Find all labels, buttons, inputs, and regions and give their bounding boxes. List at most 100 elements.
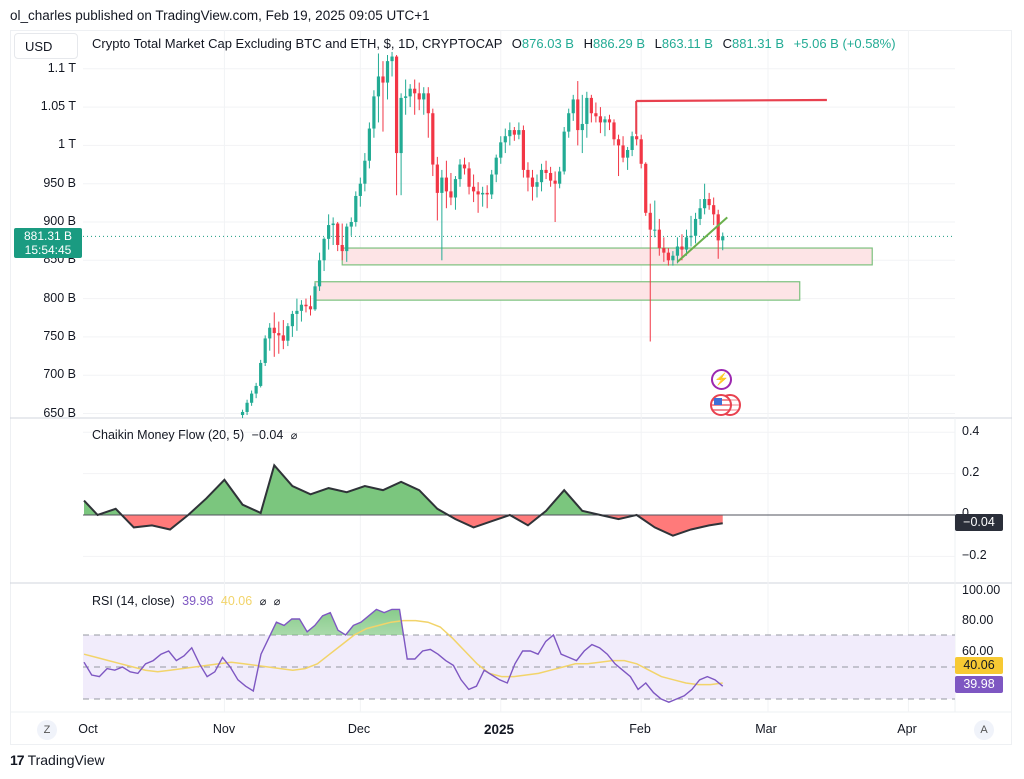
- currency-selector[interactable]: USD: [14, 33, 78, 59]
- time-label: Feb: [629, 722, 651, 736]
- candle-body: [381, 76, 385, 83]
- economic-event-us-flag-icon[interactable]: [710, 394, 732, 416]
- candle-body: [317, 260, 322, 287]
- candle-body: [653, 229, 657, 231]
- candle-body: [417, 93, 421, 100]
- candle-body: [376, 76, 381, 97]
- candle-body: [290, 313, 294, 327]
- cmf-axis-tick: 0.4: [962, 424, 980, 438]
- price-axis-tick: 650 B: [43, 405, 76, 420]
- open-value: 876.03 B: [521, 36, 574, 51]
- candle-body: [530, 177, 535, 187]
- candle-body: [576, 99, 580, 131]
- candle-body: [363, 160, 367, 184]
- candle-body: [517, 130, 521, 135]
- candle-body: [526, 169, 530, 178]
- candle-body: [245, 402, 249, 412]
- symbol-legend: Crypto Total Market Cap Excluding BTC an…: [92, 36, 896, 51]
- candle-body: [268, 327, 272, 339]
- candle-body: [512, 130, 516, 135]
- event-lightning-icon[interactable]: ⚡: [711, 369, 732, 390]
- price-axis-tick: 1.1 T: [47, 60, 76, 75]
- price-axis-tick: 800 B: [43, 290, 76, 305]
- candle-body: [580, 123, 584, 131]
- auto-scale-button[interactable]: A: [974, 720, 994, 740]
- candle-body: [372, 96, 376, 129]
- brand-name: TradingView: [27, 752, 105, 768]
- candle-body: [281, 335, 285, 341]
- candle-body: [539, 169, 544, 183]
- candle-body: [467, 168, 471, 187]
- symbol-title[interactable]: Crypto Total Market Cap Excluding BTC an…: [92, 36, 503, 51]
- time-label: Apr: [897, 722, 917, 736]
- rsi-ma-value: 40.06: [220, 594, 253, 608]
- candle-body: [490, 174, 494, 195]
- candle-body: [413, 88, 417, 94]
- candle-body: [449, 191, 453, 198]
- candle-body: [712, 205, 716, 215]
- low-value: 863.11 B: [661, 36, 713, 51]
- candle-body: [435, 164, 439, 193]
- rsi-tag: 39.98: [955, 676, 1003, 693]
- support-zone: [341, 247, 873, 266]
- candle-body: [336, 223, 340, 245]
- candle-body: [548, 172, 553, 181]
- time-label: 2025: [483, 722, 515, 737]
- zoom-reset-button[interactable]: Z: [37, 720, 57, 740]
- candle-body: [404, 96, 408, 98]
- candle-body: [394, 56, 399, 154]
- candle-body: [422, 93, 426, 100]
- trendline: [676, 216, 728, 263]
- visibility-toggle-icon[interactable]: ⌀: [290, 430, 298, 442]
- candle-body: [626, 149, 630, 158]
- candle-body: [535, 182, 539, 187]
- candle-body: [250, 393, 254, 403]
- cmf-label[interactable]: Chaikin Money Flow (20, 5): [92, 428, 245, 442]
- rsi-axis-tick: 60.00: [962, 644, 994, 658]
- candle-body: [503, 136, 507, 143]
- rsi-axis-tick: 80.00: [962, 613, 994, 627]
- last-price: 881.31 B: [23, 229, 73, 243]
- price-axis-tick: 900 B: [43, 214, 76, 228]
- candle-body: [666, 252, 670, 261]
- footer-brand: 17 TradingView: [10, 752, 105, 768]
- candle-body: [345, 226, 349, 252]
- candle-body: [385, 61, 390, 83]
- candle-body: [390, 56, 394, 62]
- rsi-value: 39.98: [182, 594, 214, 608]
- candle-body: [322, 238, 326, 261]
- visibility-toggle-icon[interactable]: ⌀: [273, 596, 281, 608]
- candle-body: [635, 136, 639, 140]
- candle-body: [671, 255, 675, 261]
- candle-body: [603, 119, 607, 123]
- cmf-negative-area: [84, 515, 723, 536]
- candle-body: [399, 97, 403, 154]
- resistance-line: [636, 98, 827, 103]
- close-label: C: [722, 36, 732, 51]
- candle-body: [272, 327, 276, 334]
- candle-body: [648, 212, 652, 230]
- rsi-line: [83, 608, 724, 703]
- candle-body: [558, 171, 562, 184]
- change-value: +5.06 B (+0.58%): [793, 36, 896, 51]
- candle-body: [440, 177, 444, 193]
- high-value: 886.29 B: [592, 36, 646, 51]
- price-axis-tick: 1.05 T: [40, 99, 76, 114]
- publish-line: ol_charles published on TradingView.com,…: [10, 8, 430, 23]
- cmf-axis-tick: 0.2: [962, 465, 980, 479]
- price-axis-tick: 1 T: [58, 137, 76, 152]
- time-label: Oct: [78, 722, 98, 736]
- candle-body: [327, 225, 331, 239]
- cmf-axis-tick: 0: [962, 506, 969, 520]
- candle-body: [453, 179, 458, 198]
- candle-body: [553, 180, 557, 184]
- rsi-label[interactable]: RSI (14, close): [92, 594, 175, 608]
- candle-body: [286, 326, 290, 341]
- visibility-toggle-icon[interactable]: ⌀: [259, 596, 267, 608]
- cmf-axis-tick: −0.2: [962, 548, 987, 562]
- candle-body: [481, 192, 485, 195]
- candle-body: [426, 93, 430, 114]
- candle-body: [693, 218, 698, 236]
- rsi-legend: RSI (14, close) 39.98 40.06 ⌀ ⌀: [92, 594, 280, 608]
